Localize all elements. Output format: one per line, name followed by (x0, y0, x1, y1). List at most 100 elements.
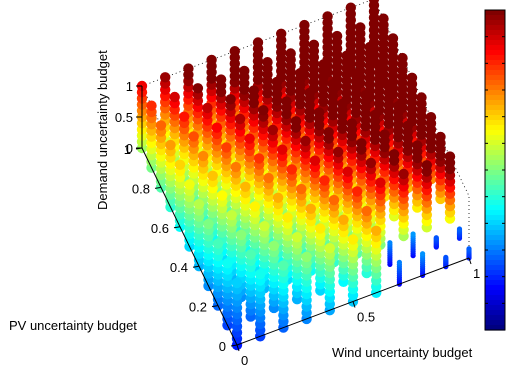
data-point (319, 175, 330, 186)
colorbar-swatch (485, 155, 505, 161)
tick-label: 0.4 (170, 260, 188, 275)
data-point (379, 129, 390, 140)
colorbar-swatch (485, 90, 505, 96)
data-point (146, 100, 157, 111)
data-point (255, 269, 266, 280)
colorbar-swatch (485, 240, 505, 246)
data-point (378, 13, 389, 24)
data-point (444, 151, 456, 162)
data-point (406, 72, 418, 84)
data-point (277, 144, 288, 155)
data-point (226, 210, 237, 221)
data-point (282, 212, 293, 223)
colorbar-swatch (485, 125, 505, 131)
data-point (346, 118, 358, 129)
data-point (299, 19, 310, 31)
data-point (338, 214, 349, 225)
colorbar-swatch (485, 140, 505, 146)
x-tick-mark (352, 301, 356, 308)
colorbar-swatch (485, 120, 505, 126)
colorbar-swatch (485, 315, 505, 321)
data-point (347, 234, 359, 245)
data-point (165, 139, 176, 151)
colorbar-swatch (485, 310, 505, 316)
data-point (368, 0, 380, 5)
colorbar-swatch (485, 260, 505, 266)
colorbar-swatch (485, 50, 505, 56)
data-point (236, 229, 247, 241)
data-point (259, 221, 270, 232)
data-point (234, 113, 246, 125)
data-point (315, 223, 326, 234)
data-point (248, 85, 259, 96)
colorbar-swatch (485, 235, 505, 241)
colorbar-swatch (485, 200, 505, 206)
data-point (309, 155, 321, 166)
colorbar-swatch (485, 145, 505, 151)
data-point (356, 138, 367, 149)
axes-box-back (141, 0, 470, 284)
data-point (333, 146, 344, 158)
x-axis-label: Wind uncertainty budget (332, 345, 473, 360)
colorbar-swatch (485, 205, 505, 211)
y-tick-mark (211, 305, 219, 308)
y-tick-mark (230, 344, 238, 347)
colorbar-swatch (485, 45, 505, 51)
colorbar-swatch (485, 25, 505, 31)
data-point (239, 65, 250, 77)
tick-label: 0.6 (151, 221, 169, 236)
tick-label: 0.5 (357, 310, 375, 325)
data-point (217, 190, 228, 201)
data-point (420, 251, 426, 257)
colorbar-swatch (485, 225, 505, 231)
data-point (383, 81, 394, 92)
data-point (229, 46, 240, 57)
colorbar-swatch (485, 175, 505, 181)
data-point (212, 238, 224, 249)
box-edge-right-top (374, 0, 470, 197)
data-point (244, 133, 255, 144)
data-point (360, 90, 371, 101)
tick-label: 1 (473, 266, 480, 281)
data-point (286, 164, 297, 175)
colorbar-swatch (485, 80, 505, 86)
data-point (345, 2, 356, 13)
tick-label: 1 (126, 79, 133, 94)
data-point (207, 170, 218, 181)
data-point (184, 179, 195, 190)
data-point (240, 181, 251, 192)
data-point (328, 194, 340, 206)
tick-label: 0 (219, 339, 226, 354)
data-point (272, 192, 284, 203)
tick-label: 1 (124, 142, 131, 157)
colorbar-swatch (485, 180, 505, 186)
data-point (271, 76, 283, 88)
data-point (371, 225, 382, 236)
data-point (323, 127, 334, 138)
data-point (155, 120, 167, 131)
data-point (304, 87, 315, 99)
colorbar-swatch (485, 10, 505, 16)
data-point (397, 52, 408, 64)
colorbar-swatch (485, 285, 505, 291)
colorbar-swatch (485, 115, 505, 121)
colorbar-swatch (485, 35, 505, 41)
data-point (331, 30, 343, 42)
data-point (342, 166, 353, 177)
tick-label: 0 (126, 141, 133, 156)
data-point (198, 150, 209, 162)
colorbar-swatch (485, 320, 505, 326)
x-tick-mark (468, 257, 472, 265)
data-point (375, 177, 386, 188)
data-point (276, 28, 287, 39)
colorbar-swatch (485, 55, 505, 61)
data-points (136, 0, 472, 351)
data-point (268, 240, 280, 252)
colorbar-swatch (485, 220, 505, 226)
colorbar-swatch (485, 245, 505, 251)
data-point (291, 232, 303, 243)
y-axis-line (141, 147, 238, 346)
data-point (341, 50, 352, 61)
colorbar-swatch (485, 195, 505, 201)
